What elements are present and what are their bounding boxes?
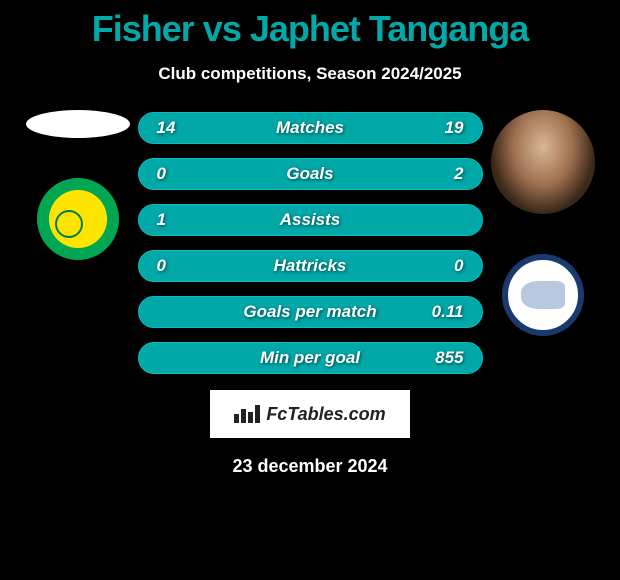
date-label: 23 december 2024: [0, 456, 620, 477]
comparison-panel: 14 Matches 19 0 Goals 2 1 Assists 0 Hatt…: [0, 110, 620, 374]
player-right-avatar: [491, 110, 595, 214]
stat-row-gpm: Goals per match 0.11: [138, 296, 483, 328]
stat-row-matches: 14 Matches 19: [138, 112, 483, 144]
attribution-text: FcTables.com: [266, 404, 385, 425]
stat-row-goals: 0 Goals 2: [138, 158, 483, 190]
stat-right-value: 0.11: [424, 302, 464, 322]
page-title: Fisher vs Japhet Tanganga: [0, 0, 620, 50]
stat-left-value: 1: [157, 210, 197, 230]
stat-right-value: 855: [424, 348, 464, 368]
stat-left-value: 0: [157, 256, 197, 276]
player-left-avatar: [26, 110, 130, 138]
stat-label: Min per goal: [260, 348, 360, 368]
stat-row-assists: 1 Assists: [138, 204, 483, 236]
stat-right-value: 2: [424, 164, 464, 184]
right-player-column: [483, 110, 603, 336]
stat-label: Matches: [276, 118, 344, 138]
stat-right-value: 0: [424, 256, 464, 276]
stat-left-value: 0: [157, 164, 197, 184]
stat-label: Assists: [280, 210, 340, 230]
club-badge-left: [37, 178, 119, 260]
stat-label: Hattricks: [274, 256, 347, 276]
chart-icon: [234, 405, 260, 423]
stat-right-value: 19: [424, 118, 464, 138]
left-player-column: [18, 110, 138, 260]
stat-row-mpg: Min per goal 855: [138, 342, 483, 374]
club-badge-right: [502, 254, 584, 336]
stat-row-hattricks: 0 Hattricks 0: [138, 250, 483, 282]
subtitle: Club competitions, Season 2024/2025: [0, 64, 620, 84]
stat-left-value: 14: [157, 118, 197, 138]
attribution-badge: FcTables.com: [210, 390, 410, 438]
stat-label: Goals per match: [243, 302, 376, 322]
stat-label: Goals: [286, 164, 333, 184]
stats-column: 14 Matches 19 0 Goals 2 1 Assists 0 Hatt…: [138, 110, 483, 374]
